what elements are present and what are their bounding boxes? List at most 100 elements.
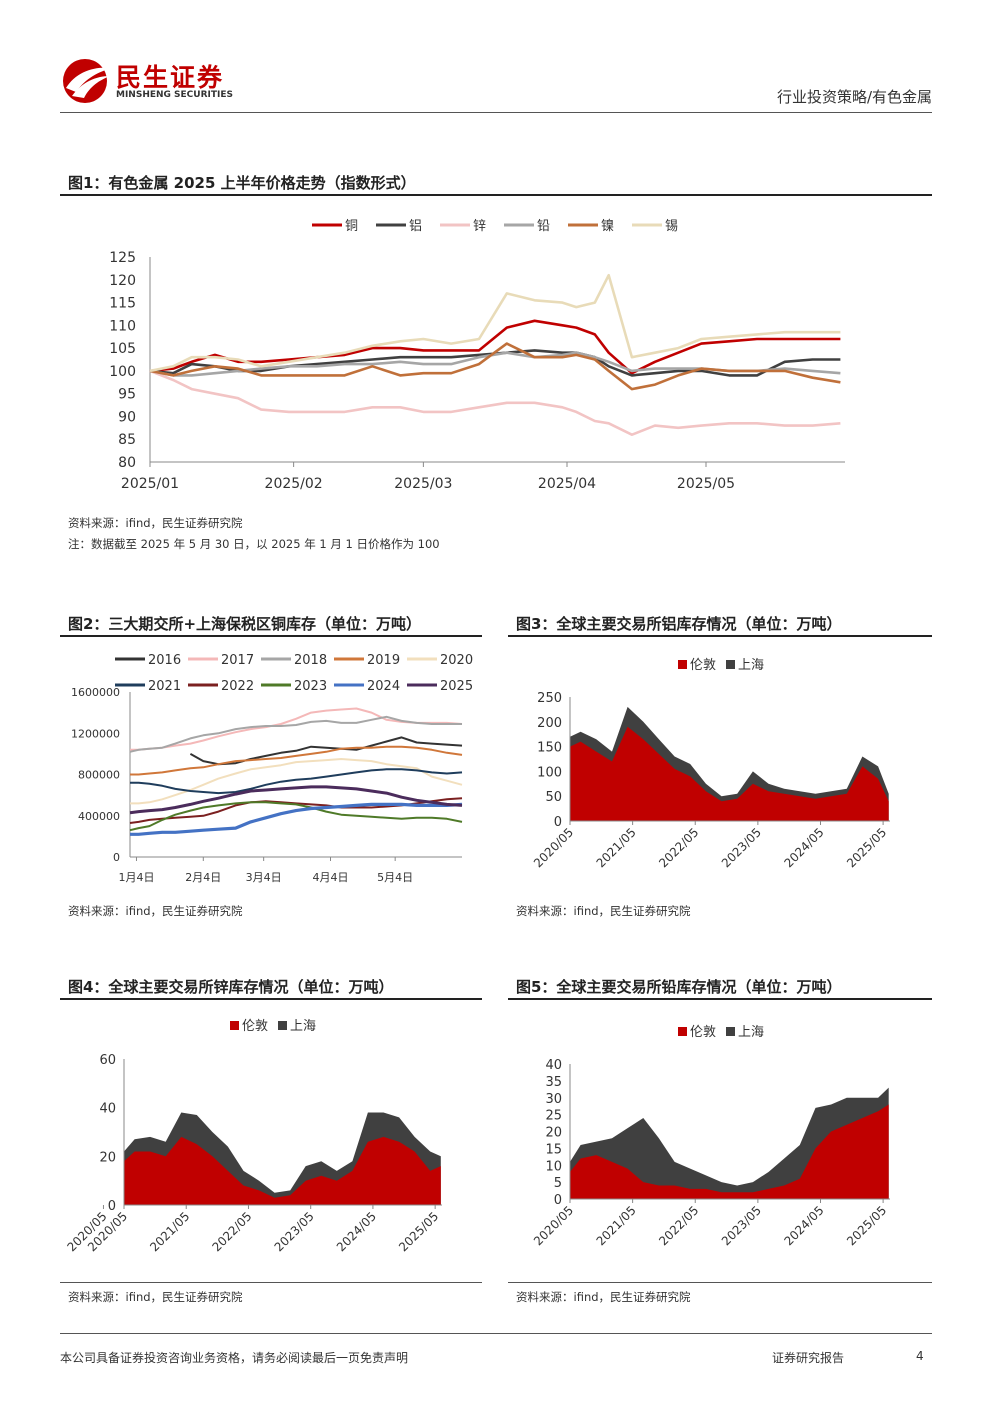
fig5-ytick-3: 15 [545, 1142, 562, 1157]
fig5-ytick-7: 35 [545, 1075, 562, 1090]
fig5-title-rule [508, 998, 932, 1000]
logo-mark-icon [63, 59, 112, 103]
fig5-ytick-0: 0 [554, 1193, 562, 1208]
fig2-row1-legend-label-3: 2019 [367, 653, 400, 668]
fig2-row2-legend-label-1: 2022 [221, 679, 254, 694]
footer-divider [60, 1333, 932, 1334]
fig5-legend-label-1: 上海 [738, 1025, 764, 1040]
fig2-source: 资料来源：ifind，民生证券研究院 [68, 904, 243, 918]
fig3-title: 图3：全球主要交易所铝库存情况（单位：万吨） [516, 615, 842, 633]
fig2-series-9 [129, 785, 463, 815]
fig2-row1-legend-label-0: 2016 [148, 653, 181, 668]
fig4-ytick-2: 40 [99, 1102, 116, 1117]
page-number: 4 [916, 1349, 924, 1363]
fig3-ytick-1: 50 [545, 790, 562, 805]
fig2-ytick-3: 1200000 [71, 727, 120, 740]
fig5-ytick-1: 5 [554, 1176, 562, 1191]
fig3-xtick-3: 2023/05 [719, 825, 764, 870]
fig2-series-1 [130, 707, 463, 751]
fig4-ytick-1: 20 [99, 1150, 116, 1165]
fig1-ytick-7: 115 [109, 296, 136, 312]
fig3-ytick-5: 250 [537, 691, 562, 706]
fig2-row2-legend-label-4: 2025 [440, 679, 473, 694]
fig3-chart: 伦敦 上海 0 50 100 150 200 250 2020/05 2021/05 2022/05… [531, 657, 890, 870]
fig2-xtick-3: 4月4日 [312, 871, 348, 884]
fig2-series-4 [130, 758, 463, 805]
fig2-series-2 [129, 715, 462, 753]
fig1-ytick-9: 125 [109, 250, 136, 266]
fig2-title-rule [60, 635, 482, 637]
fig1-legend-label-3: 铅 [537, 219, 550, 234]
fig1-chart: 铜 铝 锌 铅 镍 锡 80 85 90 95 100 105 110 115 120 125 2025/01 2… [109, 219, 845, 492]
fig2-row1-legend-label-2: 2018 [294, 653, 327, 668]
fig5-xtick-0: 2020/05 [531, 1203, 576, 1248]
fig1-legend-label-4: 镍 [601, 219, 614, 234]
fig4-title: 图4：全球主要交易所锌库存情况（单位：万吨） [68, 978, 394, 996]
fig3-xtick-2: 2022/05 [656, 825, 701, 870]
fig2-series-0 [189, 736, 463, 766]
fig2-xtick-4: 5月4日 [377, 871, 413, 884]
footer-disclaimer: 本公司具备证券投资咨询业务资格，请务必阅读最后一页免责声明 [60, 1351, 409, 1365]
fig3-ytick-3: 150 [537, 741, 562, 756]
fig1-series-5 [149, 273, 841, 373]
fig2-xtick-2: 3月4日 [246, 871, 282, 884]
fig1-source: 资料来源：ifind，民生证券研究院 [68, 516, 243, 530]
fig4-legend-swatch-0 [230, 1021, 239, 1030]
fig3-xtick-0: 2020/05 [531, 825, 576, 870]
fig2-series-7 [129, 801, 463, 832]
fig5-xtick-5: 2025/05 [844, 1203, 889, 1248]
fig5-xtick-3: 2023/05 [719, 1203, 764, 1248]
fig1-xtick-4: 2025/05 [677, 476, 735, 492]
fig5-legend-swatch-1 [726, 1027, 735, 1036]
fig1-legend-label-1: 铝 [409, 219, 422, 234]
fig2-series-8 [130, 802, 463, 836]
fig1-ytick-5: 105 [109, 341, 136, 357]
fig1-xtick-0: 2025/01 [121, 476, 179, 492]
fig1-title: 图1：有色金属 2025 上半年价格走势（指数形式） [68, 174, 416, 192]
fig4-bottom-rule [60, 1282, 482, 1283]
fig2-row1-legend-label-1: 2017 [221, 653, 254, 668]
fig3-ytick-0: 0 [554, 815, 562, 830]
fig3-xtick-4: 2024/05 [781, 825, 826, 870]
logo: 民生证券 MINSHENG SECURITIES [60, 58, 240, 104]
fig2-chart: 2016 2017 2018 2019 2020 2021 2022 2023 2024 2025… [71, 653, 473, 884]
fig5-xtick-4: 2024/05 [781, 1203, 826, 1248]
fig4-xtick-5: 2024/05 [334, 1209, 379, 1254]
fig5-ytick-8: 40 [545, 1058, 562, 1073]
fig5-legend-swatch-0 [678, 1027, 687, 1036]
fig3-source: 资料来源：ifind，民生证券研究院 [516, 904, 691, 918]
company-name-cn: 民生证券 [116, 63, 225, 92]
footer-report-type: 证券研究报告 [772, 1351, 845, 1365]
fig3-title-rule [508, 635, 932, 637]
fig1-ytick-1: 85 [118, 432, 136, 448]
fig5-ytick-5: 25 [545, 1109, 562, 1124]
fig4-source: 资料来源：ifind，民生证券研究院 [68, 1290, 243, 1304]
fig1-legend-label-5: 锡 [665, 219, 678, 234]
fig1-note: 注：数据截至 2025 年 5 月 30 日，以 2025 年 1 月 1 日价… [68, 537, 440, 551]
fig3-area-series-0 [570, 726, 889, 821]
fig4-xtick-4: 2023/05 [272, 1209, 317, 1254]
fig5-xtick-2: 2022/05 [656, 1203, 701, 1248]
fig2-title: 图2：三大期交所+上海保税区铜库存（单位：万吨） [68, 615, 422, 633]
fig5-ytick-4: 20 [545, 1126, 562, 1141]
fig2-series-5 [130, 768, 463, 795]
fig1-series-4 [149, 342, 841, 391]
fig2-row1-legend-label-4: 2020 [440, 653, 473, 668]
fig2-xtick-0: 1月4日 [118, 871, 154, 884]
fig2-ytick-4: 1600000 [71, 686, 120, 699]
fig3-ytick-4: 200 [537, 716, 562, 731]
fig2-row2-legend-label-0: 2021 [148, 679, 181, 694]
fig1-ytick-2: 90 [118, 409, 136, 425]
fig1-ytick-0: 80 [118, 455, 136, 471]
header-divider [60, 112, 932, 113]
fig3-legend-label-1: 上海 [738, 658, 764, 673]
fig1-xtick-2: 2025/03 [394, 476, 452, 492]
fig4-legend-label-1: 上海 [290, 1019, 316, 1034]
fig1-legend-label-2: 锌 [473, 219, 486, 234]
fig1-xtick-1: 2025/02 [265, 476, 323, 492]
fig2-series-3 [130, 745, 463, 776]
fig4-legend-label-0: 伦敦 [242, 1018, 268, 1034]
fig1-ytick-8: 120 [109, 273, 136, 289]
